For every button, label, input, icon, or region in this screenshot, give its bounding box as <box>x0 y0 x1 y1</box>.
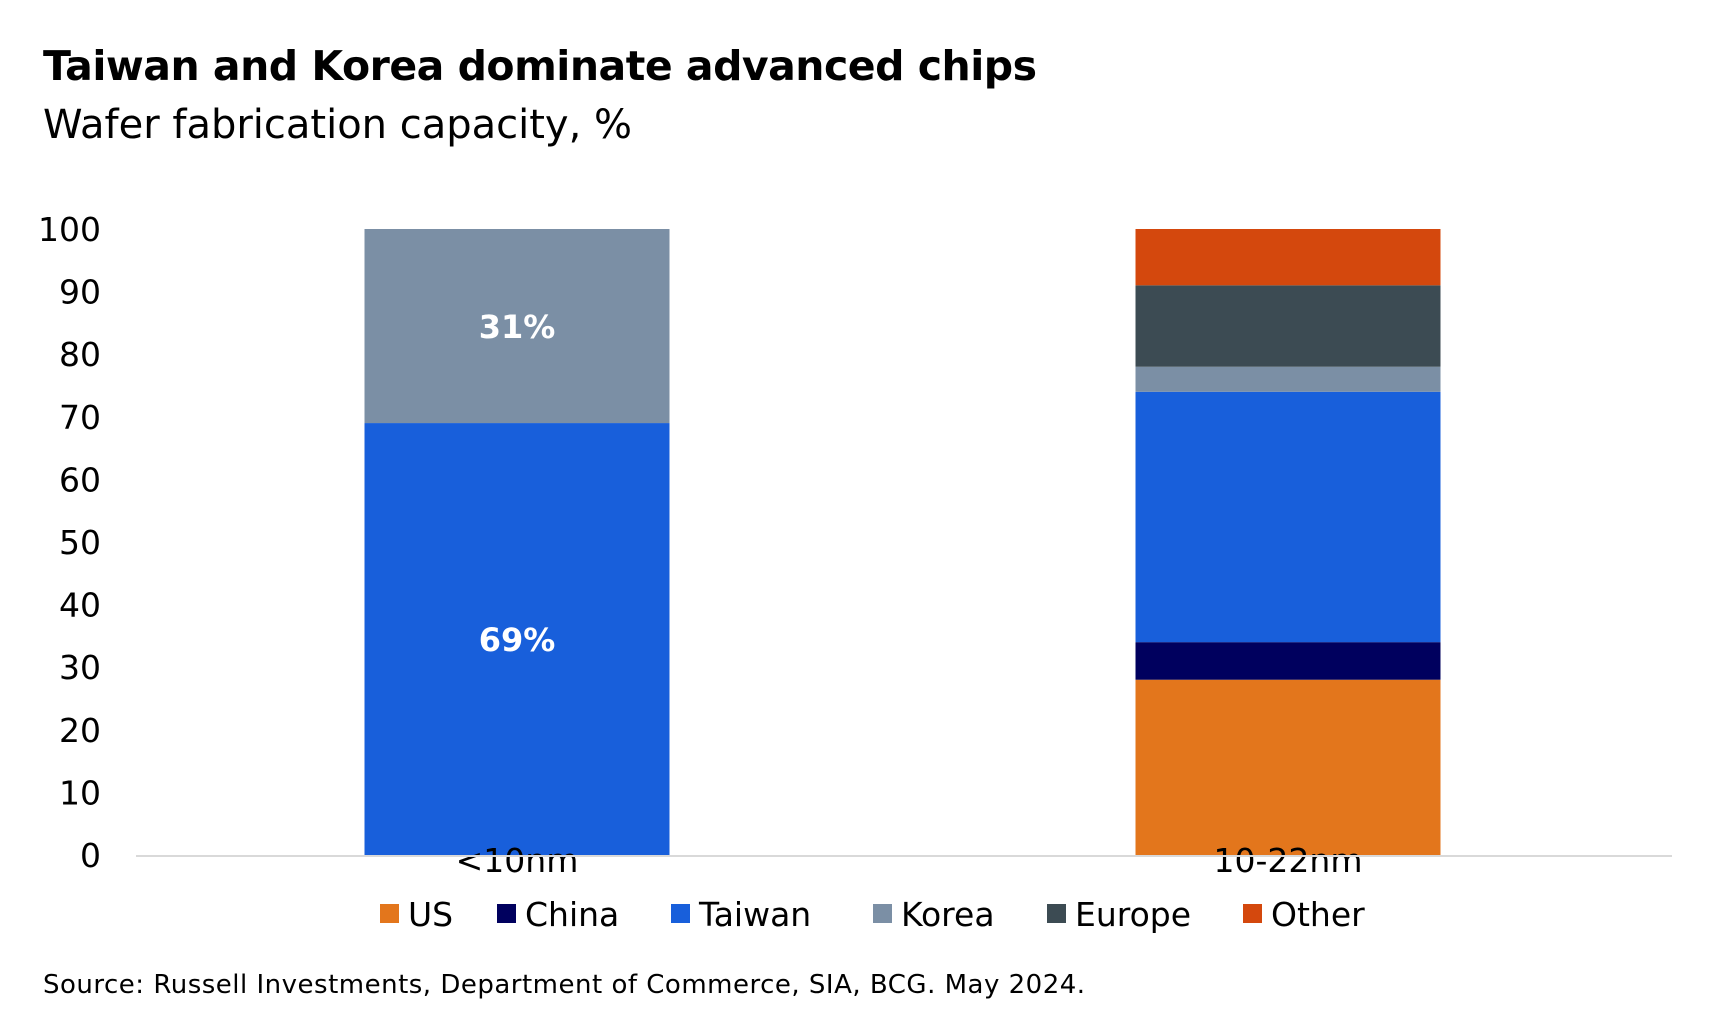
y-tick-label: 0 <box>80 836 101 875</box>
bar-segment-korea <box>1135 366 1441 392</box>
y-tick-label: 100 <box>38 210 101 249</box>
y-tick-label: 30 <box>59 648 101 687</box>
legend-label: US <box>408 895 453 934</box>
bar-segment-china <box>1135 642 1441 680</box>
y-tick-label: 10 <box>59 773 101 812</box>
legend-label: China <box>525 895 619 934</box>
legend-label: Other <box>1271 895 1365 934</box>
bar-segment-taiwan <box>364 423 670 855</box>
legend-label: Taiwan <box>698 895 811 934</box>
y-tick-label: 60 <box>59 460 101 499</box>
chart-subtitle: Wafer fabrication capacity, % <box>43 102 633 148</box>
chart-title: Taiwan and Korea dominate advanced chips <box>43 42 1037 90</box>
y-tick-label: 50 <box>59 523 101 562</box>
bar-segment-taiwan <box>1135 391 1441 643</box>
x-tick-label: 10-22nm <box>1214 841 1363 880</box>
legend-swatch-europe <box>1047 904 1066 923</box>
legend-swatch-us <box>380 904 399 923</box>
data-label: 31% <box>479 308 556 346</box>
bar-segment-europe <box>1135 285 1441 367</box>
y-tick-label: 40 <box>59 586 101 625</box>
legend-swatch-taiwan <box>671 904 690 923</box>
bar-segment-korea <box>364 229 670 424</box>
bar-segment-other <box>1135 229 1441 286</box>
legend-label: Korea <box>901 895 995 934</box>
y-tick-label: 70 <box>59 398 101 437</box>
source-note: Source: Russell Investments, Department … <box>43 970 1086 1000</box>
legend-swatch-other <box>1243 904 1262 923</box>
legend-label: Europe <box>1075 895 1191 934</box>
bar-segment-us <box>1135 679 1441 855</box>
x-tick-label: <10nm <box>456 841 579 880</box>
y-tick-label: 80 <box>59 335 101 374</box>
legend-swatch-china <box>497 904 516 923</box>
y-tick-label: 90 <box>59 273 101 312</box>
data-label: 69% <box>479 621 556 659</box>
legend-swatch-korea <box>873 904 892 923</box>
y-tick-label: 20 <box>59 711 101 750</box>
